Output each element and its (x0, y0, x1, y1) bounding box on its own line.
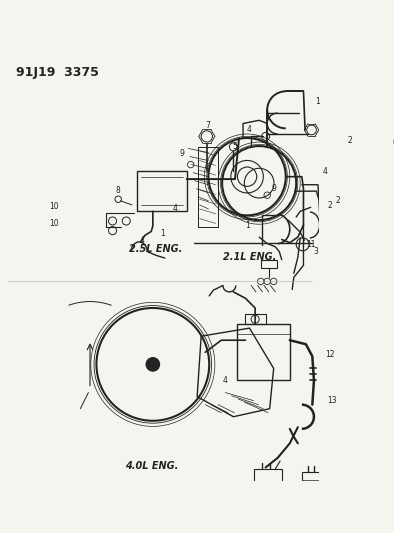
Bar (238, 324, 290, 381)
Text: 1: 1 (316, 97, 320, 106)
Text: 4: 4 (323, 166, 328, 175)
Bar (302, 472, 324, 486)
Bar (245, 314, 266, 324)
Text: 2.1L ENG.: 2.1L ENG. (223, 253, 276, 262)
Text: 4: 4 (140, 236, 145, 245)
Text: 8: 8 (116, 186, 121, 195)
Text: 10: 10 (49, 202, 59, 211)
Text: 9: 9 (179, 149, 184, 158)
Text: 3: 3 (313, 247, 318, 256)
Text: 4.0L ENG.: 4.0L ENG. (125, 461, 178, 471)
Text: 4: 4 (172, 204, 177, 213)
Text: 7: 7 (205, 122, 210, 131)
Text: 1: 1 (160, 229, 165, 238)
Text: 11: 11 (306, 240, 316, 249)
Text: 2: 2 (336, 196, 340, 205)
Text: 13: 13 (327, 396, 336, 405)
Bar (261, 260, 277, 268)
Text: 2: 2 (348, 136, 353, 145)
Text: 4: 4 (223, 376, 228, 385)
Text: 2.5L ENG.: 2.5L ENG. (129, 244, 182, 254)
Text: 10: 10 (49, 219, 59, 228)
Text: 9: 9 (271, 184, 276, 193)
Circle shape (146, 358, 160, 371)
Text: 1: 1 (245, 221, 249, 230)
Text: 5: 5 (232, 142, 238, 151)
Bar (253, 469, 282, 487)
Text: 12: 12 (325, 350, 335, 359)
Text: 91J19  3375: 91J19 3375 (16, 66, 99, 79)
Text: 6: 6 (392, 138, 394, 147)
Bar (137, 171, 187, 211)
Text: 4: 4 (247, 125, 252, 134)
Text: 2: 2 (328, 201, 333, 210)
